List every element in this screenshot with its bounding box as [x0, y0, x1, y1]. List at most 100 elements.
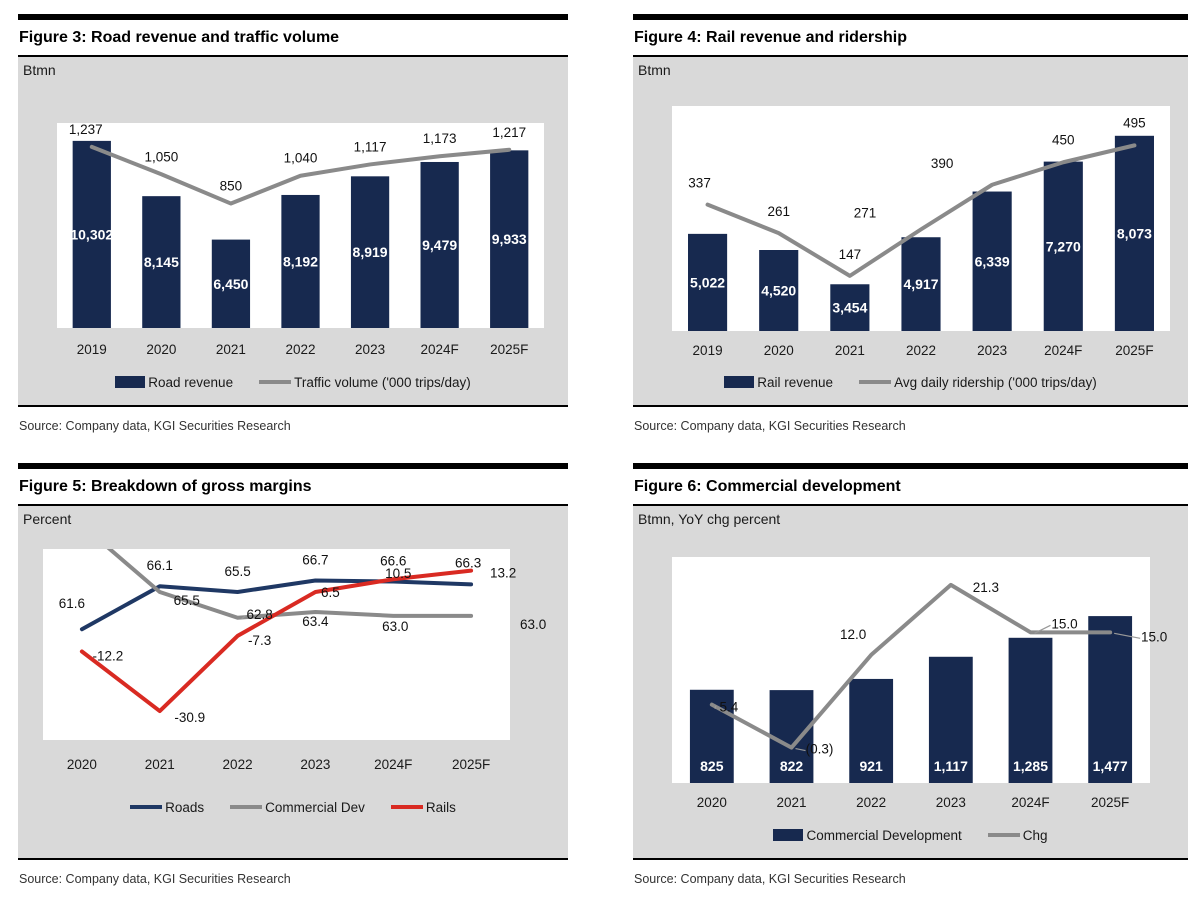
line-value-label: -12.2 — [93, 649, 124, 664]
bar — [1008, 637, 1053, 783]
bar-value-label: 6,450 — [213, 276, 248, 292]
bar — [688, 233, 728, 331]
legend-line-swatch — [130, 805, 163, 809]
bar — [901, 237, 941, 331]
x-tick-label: 2019 — [77, 342, 107, 357]
gross-margins-chart: 61.6 66.1 65.5 66.7 66.6 66.3 65.5 62.8 63.4 63.0… — [43, 549, 546, 772]
figure-5-block: Figure 5: Breakdown of gross margins Per… — [18, 463, 568, 886]
x-tick-label: 2021 — [835, 343, 865, 358]
bar — [420, 161, 459, 328]
figure-title: Figure 4: Rail revenue and ridership — [633, 20, 1188, 57]
bar-value-label: 10,302 — [70, 226, 113, 242]
axis-unit-label: Percent — [23, 511, 72, 527]
bar-value-label: 8,073 — [1117, 225, 1152, 241]
line-value-label: 66.7 — [302, 553, 328, 568]
data-line — [79, 578, 474, 632]
line-value-label: -30.9 — [174, 710, 205, 725]
line-value-label: 66.6 — [380, 553, 406, 568]
x-tick-label: 2023 — [936, 795, 966, 810]
bar — [211, 239, 251, 328]
data-line — [709, 582, 1113, 750]
figure-title: Figure 3: Road revenue and traffic volum… — [18, 20, 568, 57]
x-tick-label: 2020 — [697, 795, 727, 810]
line-value-label: 6.5 — [321, 585, 340, 600]
line-value-label: 390 — [931, 156, 954, 171]
x-tick-label: 2021 — [216, 342, 246, 357]
x-tick-label: 2023 — [355, 342, 385, 357]
figure-6-block: Figure 6: Commercial development Btmn, Y… — [633, 463, 1188, 886]
chart-legend: Rail revenue Avg daily ridership ('000 tr… — [633, 371, 1188, 393]
legend-label: Road revenue — [148, 374, 234, 390]
line-value-label: 271 — [854, 205, 877, 220]
road-revenue-chart: 10,302 8,145 6,450 8,192 8,919 9,479 9,933 1,23… — [57, 122, 544, 357]
x-tick-label: 2021 — [145, 757, 175, 772]
source-note: Source: Company data, KGI Securities Res… — [634, 872, 906, 886]
figure-top-rule — [18, 14, 568, 20]
legend-item: Road revenue — [115, 375, 233, 390]
commercial-development-chart: 825 822 921 1,117 1,285 1,477 5.4 (0.3) 12.0 21.3… — [672, 557, 1167, 810]
data-line — [89, 144, 512, 206]
legend-item: Chg — [987, 828, 1048, 843]
line-value-label: 66.3 — [455, 555, 481, 570]
legend-label: Commercial Dev — [265, 799, 365, 815]
legend-item: Traffic volume ('000 trips/day) — [259, 375, 471, 390]
line-value-label: 63.0 — [382, 619, 408, 634]
legend-label: Rails — [425, 799, 456, 815]
line-value-label: 65.5 — [224, 564, 250, 579]
bar — [928, 656, 973, 783]
bar — [350, 176, 390, 328]
x-tick-label: 2020 — [764, 343, 794, 358]
legend-label: Avg daily ridership ('000 trips/day) — [894, 374, 1097, 390]
figure-4-block: Figure 4: Rail revenue and ridership Btm… — [633, 14, 1188, 433]
data-line — [79, 568, 474, 714]
legend-item: Rails — [390, 799, 456, 815]
bar-value-label: 6,339 — [975, 253, 1010, 269]
bar-value-label: 921 — [859, 758, 883, 774]
axis-unit-label: Btmn, YoY chg percent — [638, 511, 781, 527]
bar — [1114, 135, 1154, 331]
line-value-label: 1,173 — [423, 131, 457, 146]
x-tick-label: 2022 — [223, 757, 253, 772]
legend-bar-swatch — [724, 376, 755, 388]
legend-item: Roads — [130, 800, 204, 815]
legend-line-swatch — [987, 833, 1020, 837]
bar — [972, 191, 1012, 331]
line-value-label: 337 — [688, 176, 711, 191]
label-leader-line — [714, 705, 717, 709]
x-tick-label: 2025F — [1115, 343, 1153, 358]
label-leader-line — [241, 615, 246, 620]
legend-bar-swatch — [115, 376, 146, 388]
label-leader-line — [795, 748, 806, 752]
line-value-label: 12.0 — [840, 627, 866, 642]
line-value-label: 15.0 — [1051, 616, 1077, 631]
bar-value-label: 825 — [700, 758, 724, 774]
x-tick-label: 2020 — [146, 342, 176, 357]
chart-panel: Percent 61.6 66.1 65.5 66.7 66.6 66.3 65.5 62.8… — [18, 506, 568, 860]
line-value-label: 63.4 — [302, 614, 329, 629]
chart-panel: Btmn 10,302 8,145 6,450 8,192 8,919 9,479 9,93… — [18, 57, 568, 407]
x-tick-label: 2020 — [67, 757, 97, 772]
chart-legend: Road revenue Traffic volume ('000 trips/d… — [18, 371, 568, 393]
x-tick-label: 2024F — [1011, 795, 1049, 810]
bar-value-label: 8,145 — [144, 254, 179, 270]
chart-legend: Roads Commercial Dev Rails — [18, 796, 568, 818]
x-tick-label: 2025F — [452, 757, 490, 772]
source-note: Source: Company data, KGI Securities Res… — [634, 419, 906, 433]
figure-title: Figure 6: Commercial development — [633, 469, 1188, 506]
line-value-label: 1,040 — [284, 151, 318, 166]
chart-legend: Commercial Development Chg — [633, 824, 1188, 846]
legend-label: Roads — [165, 799, 205, 815]
data-line — [705, 143, 1137, 278]
legend-line-swatch — [859, 380, 892, 384]
axis-unit-label: Btmn — [23, 62, 56, 78]
legend-line-swatch — [259, 380, 292, 384]
bar-value-label: 1,285 — [1013, 758, 1048, 774]
figure-title: Figure 5: Breakdown of gross margins — [18, 469, 568, 506]
bar-value-label: 1,117 — [934, 758, 968, 774]
legend-item: Rail revenue — [724, 375, 833, 390]
x-tick-label: 2023 — [300, 757, 330, 772]
line-value-label: 1,050 — [144, 149, 178, 164]
x-tick-label: 2022 — [856, 795, 886, 810]
chart-panel: Btmn, YoY chg percent 825 822 921 1,117 1,28… — [633, 506, 1188, 860]
x-tick-label: 2025F — [1091, 795, 1129, 810]
